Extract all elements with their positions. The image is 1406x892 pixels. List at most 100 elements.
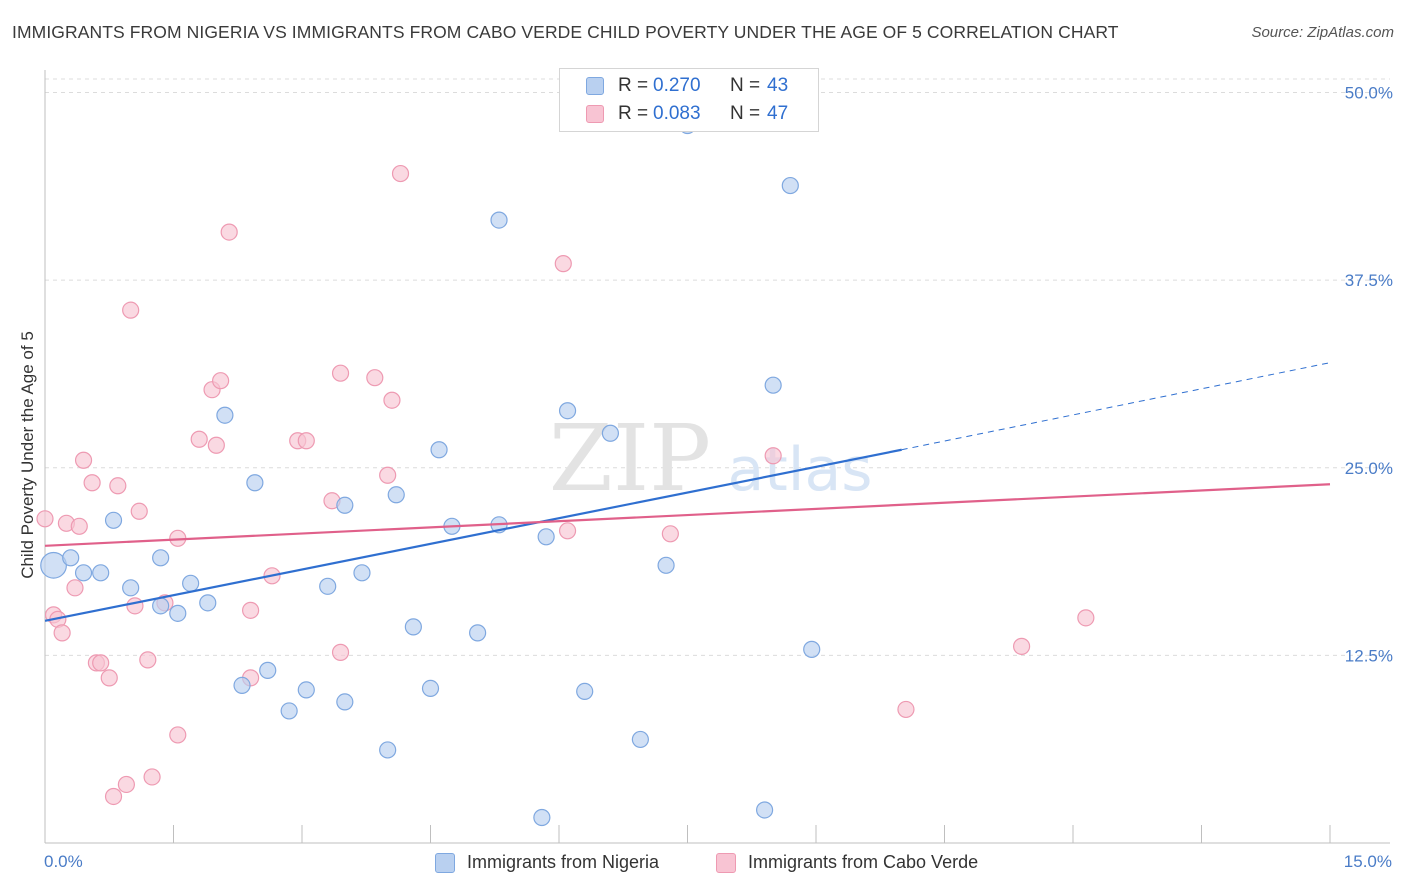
legend-r-label: R = <box>618 75 649 96</box>
x-axis-max-label: 15.0% <box>1343 852 1392 871</box>
series-caboverde-points <box>36 164 1095 806</box>
point-nigeria <box>152 549 170 567</box>
correlation-legend: R = 0.270 N = 43 R = 0.083 N = 47 <box>559 68 819 132</box>
source-label: Source: ZipAtlas.com <box>1251 24 1394 41</box>
point-nigeria <box>353 564 371 582</box>
point-nigeria <box>182 574 200 592</box>
watermark: ZIP atlas <box>549 405 873 512</box>
point-caboverde <box>139 651 157 669</box>
point-nigeria <box>781 176 799 195</box>
point-nigeria <box>430 441 448 459</box>
point-nigeria <box>421 679 440 698</box>
point-nigeria <box>631 730 649 749</box>
point-nigeria <box>558 402 577 420</box>
point-nigeria <box>764 376 782 394</box>
point-caboverde <box>117 775 135 794</box>
point-nigeria <box>74 564 93 582</box>
point-caboverde <box>74 451 93 469</box>
point-caboverde <box>1012 637 1031 655</box>
legend-swatch-nigeria <box>435 853 455 873</box>
y-tick-labels: 12.5% 25.0% 37.5% 50.0% <box>1345 84 1393 666</box>
trend-line-nigeria-extension <box>901 362 1331 451</box>
trend-line-nigeria <box>44 448 902 622</box>
x-axis-min-label: 0.0% <box>44 852 83 871</box>
point-caboverde <box>66 579 84 597</box>
point-caboverde <box>661 525 679 543</box>
point-caboverde <box>297 432 315 450</box>
point-nigeria <box>576 682 594 701</box>
point-nigeria <box>387 486 405 504</box>
point-nigeria <box>40 551 67 579</box>
point-caboverde <box>92 654 110 672</box>
legend-n-label: N = <box>730 75 761 96</box>
point-caboverde <box>558 522 577 540</box>
point-nigeria <box>657 556 675 574</box>
point-nigeria <box>216 406 234 424</box>
point-caboverde <box>126 597 144 615</box>
legend-n-value: 47 <box>767 103 789 124</box>
point-caboverde <box>764 447 782 465</box>
axes <box>44 70 1390 844</box>
point-nigeria <box>404 618 422 636</box>
point-nigeria <box>297 681 315 699</box>
point-caboverde <box>70 517 88 535</box>
legend-swatch-caboverde <box>586 105 604 123</box>
point-caboverde <box>143 768 161 786</box>
legend-n-value: 43 <box>767 75 789 96</box>
point-nigeria <box>469 624 487 642</box>
watermark-zip: ZIP <box>549 405 711 512</box>
point-caboverde <box>207 436 225 454</box>
series-legend: Immigrants from Nigeria Immigrants from … <box>0 852 1406 878</box>
point-nigeria <box>152 597 170 615</box>
grid-lines <box>45 78 1390 656</box>
point-nigeria <box>92 564 110 582</box>
point-nigeria <box>319 577 337 595</box>
point-nigeria <box>122 579 140 597</box>
point-caboverde <box>53 624 71 642</box>
point-nigeria <box>379 741 397 759</box>
point-nigeria <box>336 496 354 514</box>
point-nigeria <box>537 528 555 546</box>
point-caboverde <box>36 510 54 528</box>
point-nigeria <box>490 211 508 229</box>
trend-line-caboverde <box>44 483 1331 547</box>
y-tick-label: 12.5% <box>1345 646 1393 665</box>
point-nigeria <box>104 511 123 529</box>
point-caboverde <box>130 502 148 520</box>
point-caboverde <box>212 372 230 390</box>
point-caboverde <box>554 255 572 273</box>
point-caboverde <box>104 787 123 806</box>
point-caboverde <box>220 223 238 241</box>
y-tick-label: 37.5% <box>1345 271 1393 290</box>
legend-swatch-caboverde <box>716 853 736 873</box>
legend-row-nigeria: R = 0.270 N = 43 <box>560 73 818 101</box>
point-nigeria <box>533 808 551 827</box>
point-caboverde <box>100 669 118 687</box>
point-nigeria <box>62 549 80 567</box>
chart-title: IMMIGRANTS FROM NIGERIA VS IMMIGRANTS FR… <box>12 22 1119 42</box>
point-caboverde <box>169 726 187 744</box>
y-tick-label: 50.0% <box>1345 84 1393 103</box>
point-nigeria <box>280 702 298 720</box>
point-nigeria <box>259 661 277 679</box>
point-nigeria <box>803 640 821 658</box>
trend-lines <box>44 362 1331 622</box>
point-nigeria <box>601 424 620 442</box>
point-caboverde <box>1077 609 1095 627</box>
point-caboverde <box>122 301 140 319</box>
point-caboverde <box>383 391 401 409</box>
legend-label-caboverde: Immigrants from Cabo Verde <box>748 852 979 872</box>
point-nigeria <box>169 604 187 622</box>
point-caboverde <box>391 164 410 183</box>
point-nigeria <box>755 801 774 819</box>
point-caboverde <box>83 474 101 492</box>
legend-row-caboverde: R = 0.083 N = 47 <box>560 101 818 129</box>
point-caboverde <box>331 364 350 382</box>
point-caboverde <box>109 477 127 495</box>
legend-label-nigeria: Immigrants from Nigeria <box>467 852 660 872</box>
point-caboverde <box>897 700 915 719</box>
point-caboverde <box>331 643 350 661</box>
point-caboverde <box>242 601 260 619</box>
legend-n-label: N = <box>730 103 761 124</box>
